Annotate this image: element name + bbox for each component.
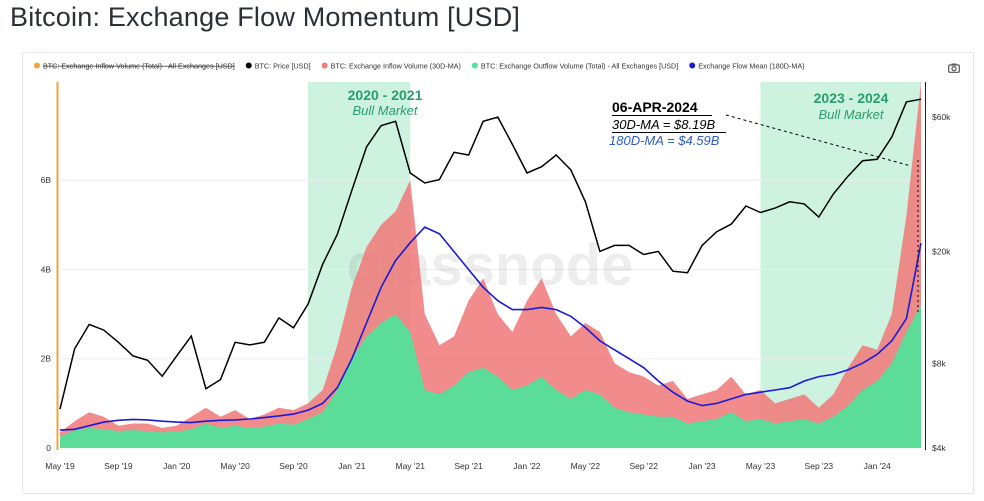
plot-area: glassnode — [56, 82, 926, 450]
legend-swatch — [471, 62, 478, 69]
x-tick-label: Jan '24 — [864, 461, 891, 471]
bull-market-1-label: 2020 - 2021 Bull Market — [348, 87, 423, 118]
price-line — [59, 98, 922, 410]
callout-leader-line — [725, 114, 912, 167]
legend-item[interactable]: BTC: Exchange Outflow Volume (Total) - A… — [481, 62, 678, 71]
page-title: Bitcoin: Exchange Flow Momentum [USD] — [10, 2, 521, 32]
x-tick-label: May '22 — [571, 461, 601, 471]
area-series — [60, 82, 921, 449]
bull-1-title: 2020 - 2021 — [348, 87, 423, 103]
y-right-tick-label: $60k — [932, 112, 951, 122]
legend: BTC: Exchange Inflow Volume (Total) - Al… — [34, 62, 805, 71]
callout-30d: 30D-MA = $8.19B — [612, 117, 716, 132]
bull-2-title: 2023 - 2024 — [814, 90, 889, 106]
legend-item[interactable]: Exchange Flow Mean (180D-MA) — [698, 62, 804, 71]
y-left-tick-label: 2B — [41, 354, 52, 364]
legend-swatch — [689, 62, 696, 69]
x-tick-label: May '19 — [45, 461, 75, 471]
x-tick-label: Sep '21 — [454, 461, 483, 471]
x-tick-label: Jan '22 — [513, 461, 540, 471]
x-tick-label: Sep '20 — [279, 461, 308, 471]
legend-swatch — [321, 62, 328, 69]
y-right-tick-label: $4k — [932, 443, 946, 453]
line-series — [59, 98, 922, 431]
x-tick-label: Sep '23 — [805, 461, 834, 471]
x-tick-label: Sep '22 — [629, 461, 658, 471]
mean-180d-line — [59, 226, 922, 431]
axes: 0 2B 4B 6B $4k $8k $20k $60k May '19 Sep '19 Jan '… — [41, 112, 952, 471]
x-tick-label: May '20 — [220, 461, 250, 471]
bull-2-subtitle: Bull Market — [818, 107, 884, 122]
y-left-tick-label: 6B — [41, 175, 52, 185]
x-tick-label: May '21 — [395, 461, 425, 471]
legend-swatch — [245, 62, 252, 69]
legend-item[interactable]: BTC: Price [USD] — [255, 62, 311, 71]
y-left-tick-label: 4B — [41, 264, 52, 274]
legend-swatch — [34, 62, 40, 69]
legend-item[interactable]: BTC: Exchange Inflow Volume (Total) - Al… — [43, 62, 235, 71]
x-tick-label: Jan '23 — [689, 461, 716, 471]
callout-180d: 180D-MA = $4.59B — [609, 133, 720, 148]
x-tick-label: Sep '19 — [104, 461, 133, 471]
y-right-tick-label: $20k — [932, 246, 951, 256]
y-right-tick-label: $8k — [932, 358, 946, 368]
camera-icon[interactable] — [948, 63, 960, 73]
y-left-tick-label: 0 — [46, 443, 51, 453]
x-tick-label: Jan '21 — [338, 461, 365, 471]
callout-date: 06-APR-2024 — [612, 99, 698, 115]
x-tick-label: May '23 — [746, 461, 776, 471]
bull-market-2-label: 2023 - 2024 Bull Market — [814, 90, 889, 122]
callout: 06-APR-2024 30D-MA = $8.19B 180D-MA = $4… — [609, 99, 919, 312]
legend-item[interactable]: BTC: Exchange Inflow Volume (30D-MA) — [331, 62, 461, 71]
x-tick-label: Jan '20 — [163, 461, 190, 471]
bull-1-subtitle: Bull Market — [352, 103, 418, 118]
outflow-area — [60, 305, 921, 448]
